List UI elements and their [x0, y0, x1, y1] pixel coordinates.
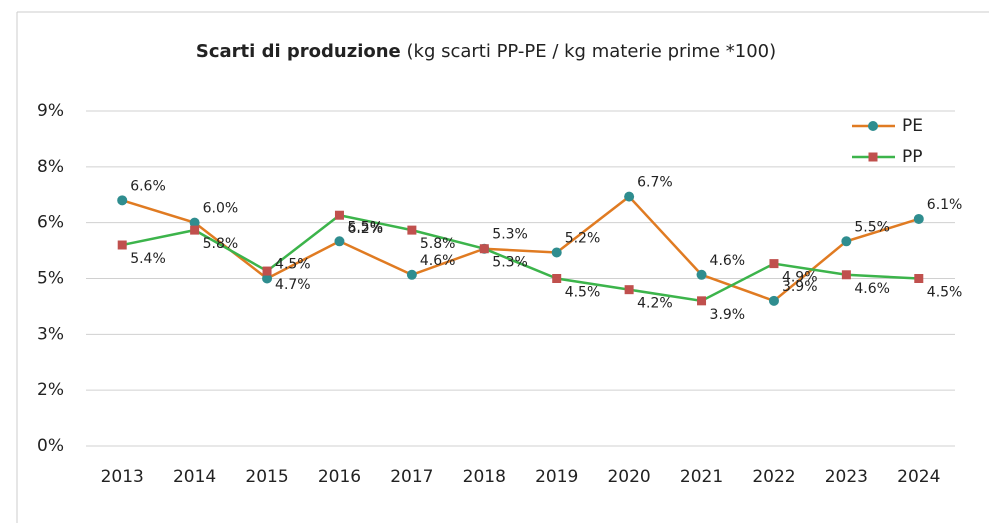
data-label: 4.2% [637, 296, 673, 312]
x-tick-label: 2016 [318, 467, 361, 487]
x-tick-label: 2014 [173, 467, 216, 487]
marker [868, 152, 878, 162]
marker [841, 270, 851, 280]
data-label: 6.0% [203, 201, 239, 217]
data-label: 6.6% [130, 178, 166, 194]
chart-subtitle: (kg scarti PP-PE / kg materie prime *100… [407, 41, 777, 62]
data-label: 5.3% [492, 255, 528, 271]
data-label: 5.4% [130, 251, 166, 267]
marker [407, 225, 417, 235]
data-label: 5.8% [420, 236, 456, 252]
x-tick-label: 2015 [245, 467, 288, 487]
data-label: 6.2% [347, 221, 383, 237]
x-tick-label: 2018 [463, 467, 506, 487]
data-label: 4.6% [420, 253, 456, 269]
x-tick-label: 2023 [825, 467, 868, 487]
series-line [121, 213, 919, 303]
data-label: 4.5% [275, 257, 311, 273]
x-tick-label: 2013 [101, 467, 144, 487]
marker [769, 259, 779, 269]
data-label: 5.8% [203, 236, 239, 252]
marker [334, 236, 345, 247]
marker [262, 273, 273, 284]
data-label: 5.2% [565, 230, 601, 246]
y-tick-label: 2% [37, 380, 64, 400]
x-tick-label: 2019 [535, 467, 578, 487]
marker [841, 236, 852, 247]
data-label: 3.9% [782, 279, 818, 295]
marker [696, 269, 707, 280]
chart-title-group: Scarti di produzione (kg scarti PP-PE / … [196, 41, 776, 62]
data-label: 4.9% [782, 270, 818, 286]
x-tick-label: 2020 [607, 467, 650, 487]
legend-label: PP [902, 147, 923, 167]
marker [189, 217, 200, 228]
chart-title: Scarti di produzione [196, 41, 401, 62]
data-label: 4.5% [927, 285, 963, 301]
y-tick-label: 0% [37, 436, 64, 456]
data-label: 3.9% [710, 307, 746, 323]
marker [190, 225, 200, 235]
x-tick-label: 2024 [897, 467, 940, 487]
data-label: 5.3% [492, 227, 528, 243]
marker [768, 295, 779, 306]
x-tick-label: 2021 [680, 467, 723, 487]
marker [913, 213, 924, 224]
x-tick-label: 2022 [752, 467, 795, 487]
marker [117, 195, 128, 206]
data-label: 5.5% [347, 219, 383, 235]
marker [552, 274, 562, 283]
data-label: 4.6% [710, 253, 746, 269]
data-label: 5.5% [854, 219, 890, 235]
marker [551, 247, 562, 258]
x-tick-label: 2017 [390, 467, 433, 487]
data-label: 4.5% [565, 285, 601, 301]
y-tick-label: 8% [37, 157, 64, 177]
marker [117, 240, 127, 250]
y-tick-label: 3% [37, 324, 64, 344]
legend-label: PE [902, 116, 923, 136]
marker [334, 210, 344, 220]
marker [479, 244, 489, 254]
series-line [121, 194, 920, 303]
marker [868, 121, 878, 131]
marker [624, 285, 634, 295]
data-label: 6.1% [927, 197, 963, 213]
data-label: 4.7% [275, 277, 311, 293]
y-tick-label: 9% [37, 101, 64, 121]
marker [624, 191, 635, 202]
marker [914, 274, 924, 283]
data-label: 4.6% [854, 281, 890, 297]
y-tick-label: 6% [37, 213, 64, 233]
marker [697, 296, 707, 306]
marker [262, 266, 272, 276]
data-label: 6.7% [637, 175, 673, 191]
marker [406, 269, 417, 280]
y-tick-label: 5% [37, 269, 64, 289]
